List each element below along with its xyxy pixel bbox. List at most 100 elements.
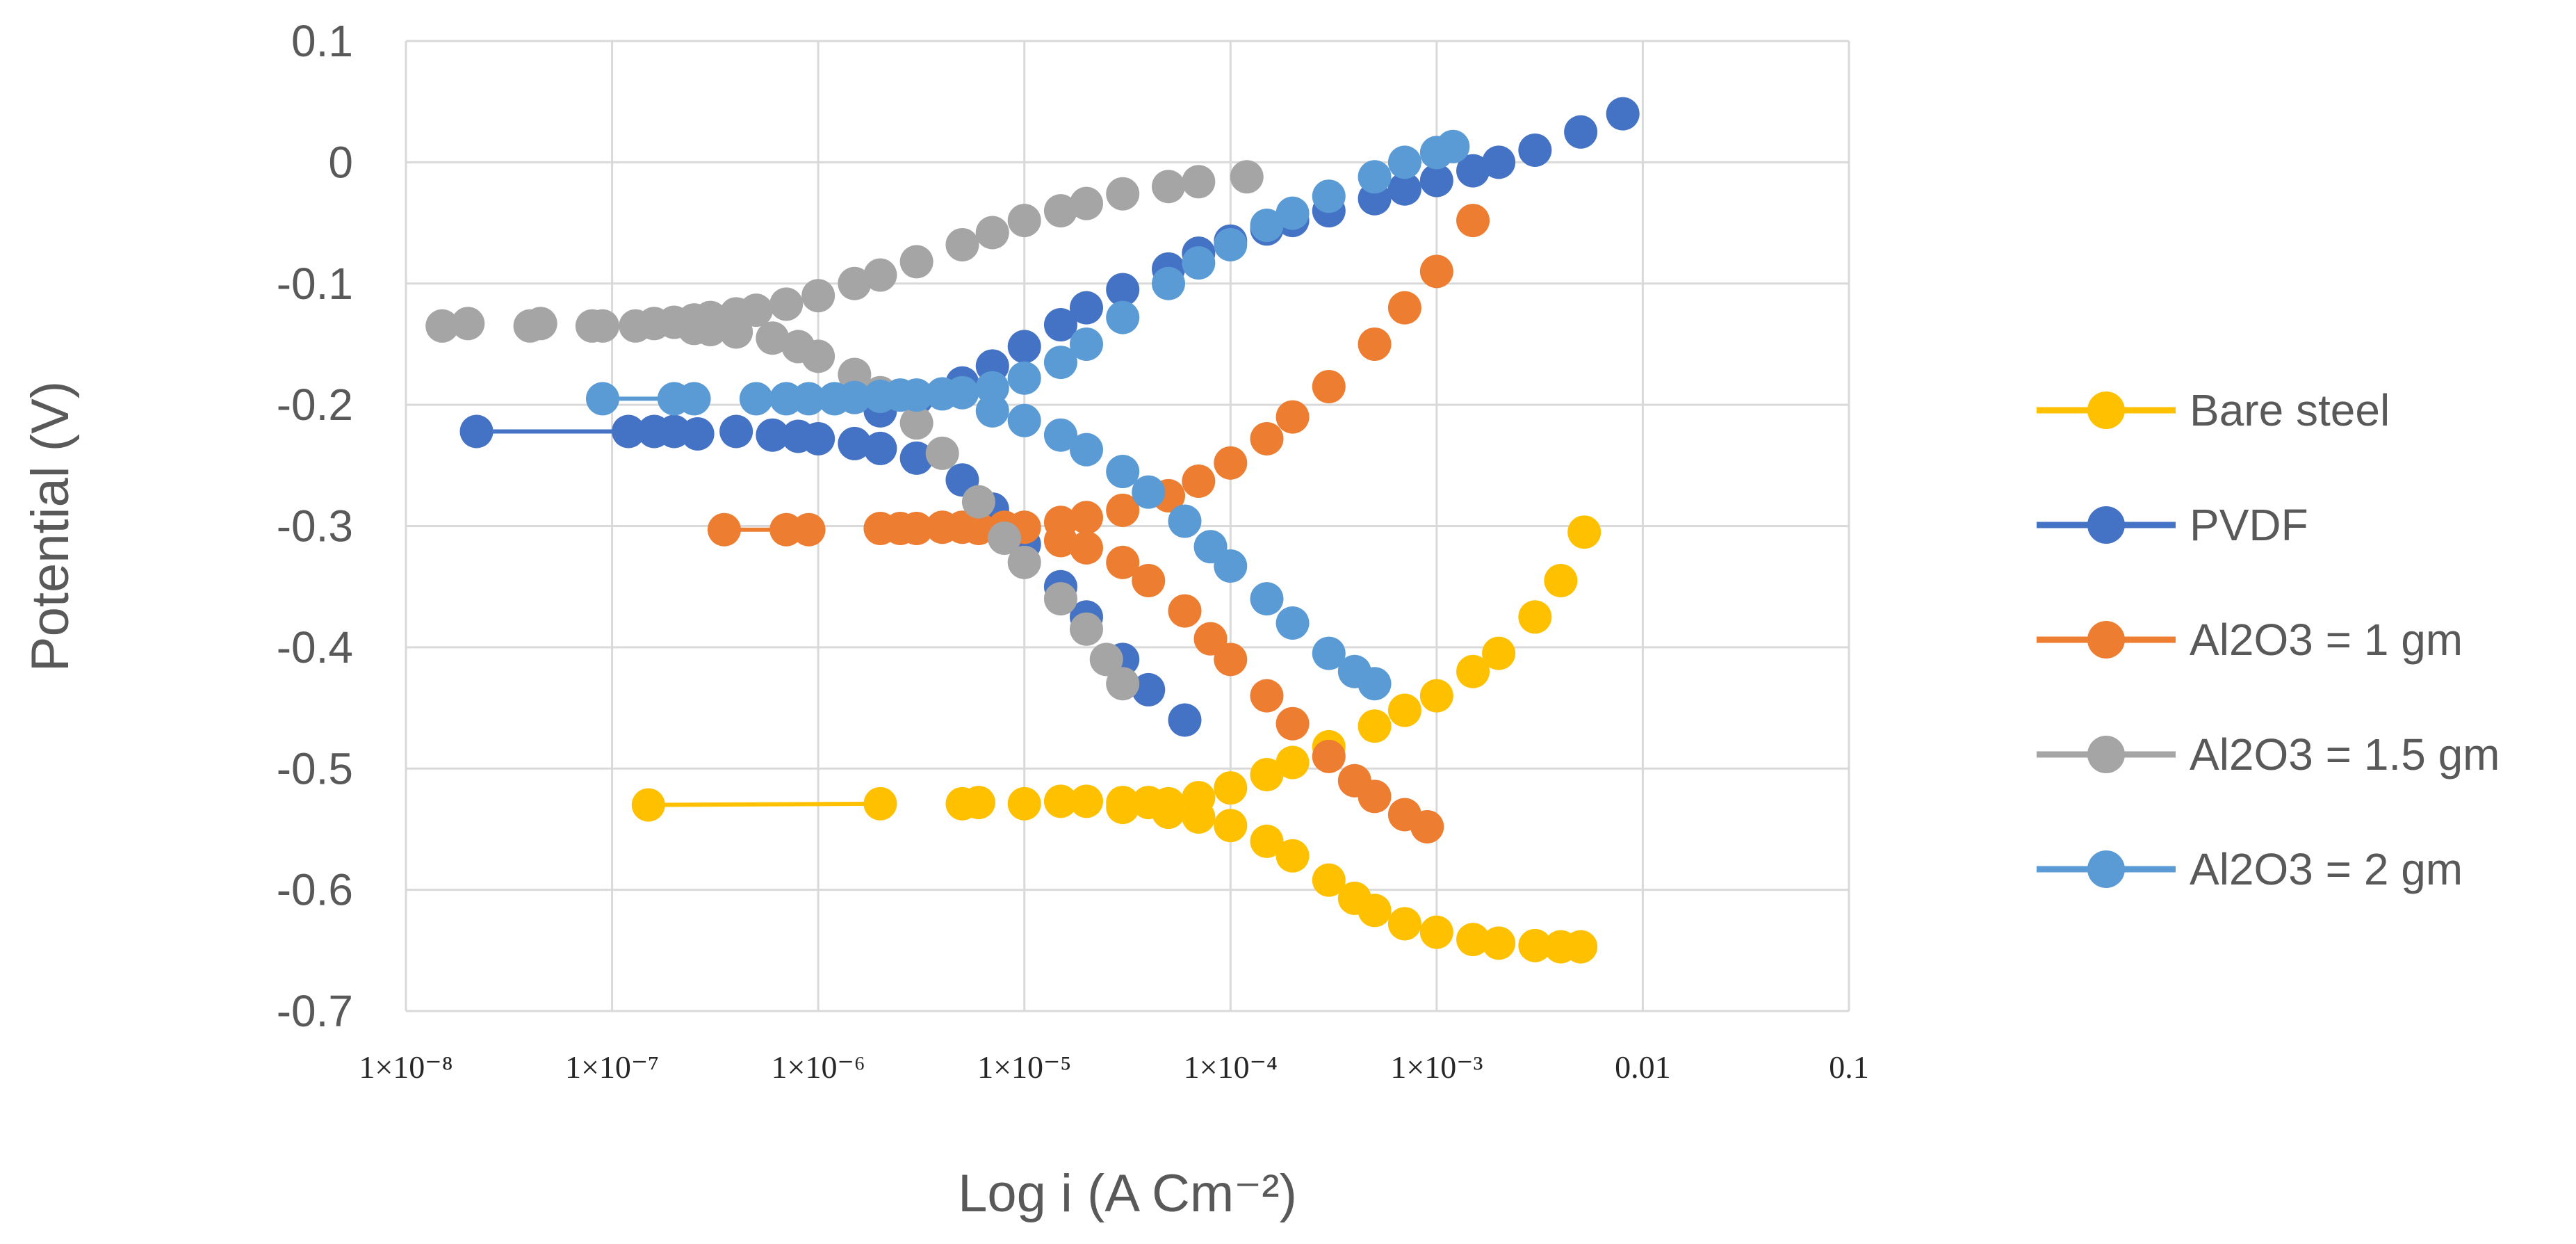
data-point [1182,246,1216,280]
data-point [1043,308,1077,342]
data-point [899,441,934,475]
data-point [975,216,1009,250]
data-point [1456,654,1490,688]
legend-marker [2087,506,2125,544]
data-point [1275,196,1310,230]
data-point [792,512,826,547]
data-point [1007,330,1041,364]
data-point [1043,346,1077,380]
data-point [1564,930,1598,964]
series-al2o3-1-5-gm [425,160,1264,701]
data-point [987,521,1021,555]
data-point [1069,186,1103,220]
data-point [1182,165,1216,199]
legend-entry: PVDF [2037,500,2308,550]
data-point [838,357,872,391]
legend-label: PVDF [2190,500,2308,550]
legend-entry: Bare steel [2037,385,2390,435]
x-axis-title: Log i (A Cm⁻²) [958,1164,1297,1223]
data-point [1358,667,1392,701]
y-tick-label: -0.4 [277,622,353,672]
data-point [925,436,959,470]
data-point [1312,636,1346,670]
series-connector [441,321,468,328]
data-point [1007,786,1041,821]
legend-label: Al2O3 = 2 gm [2190,844,2463,894]
data-point [1358,894,1392,928]
data-point [1106,300,1140,334]
data-point [1182,800,1216,834]
data-point [1436,129,1470,163]
data-point [1387,907,1421,941]
data-point [1106,493,1140,527]
y-tick-label: -0.3 [277,501,353,551]
x-tick-label: 1×10⁻⁶ [772,1049,865,1085]
data-point [1132,563,1166,597]
data-point [769,287,804,321]
data-point [975,394,1009,428]
data-point [1250,421,1284,455]
data-point [1275,706,1310,741]
data-point [1007,545,1041,579]
data-point [1250,582,1284,616]
data-point [1069,327,1103,361]
x-tick-label: 0.01 [1615,1049,1671,1085]
series-bare-steel [631,515,1601,964]
legend-label: Al2O3 = 1.5 gm [2190,729,2500,779]
data-point [1419,679,1453,713]
data-point [1544,563,1578,597]
data-point [1387,693,1421,727]
legend-label: Bare steel [2190,385,2390,435]
data-point [1106,273,1140,307]
data-point [1250,679,1284,713]
data-point [1193,622,1228,656]
data-point [838,266,872,300]
data-point [1312,739,1346,773]
data-point [1043,582,1077,616]
data-point [1567,515,1601,549]
data-point [1482,926,1516,960]
data-point [1214,771,1248,805]
data-point [1069,784,1103,818]
data-point [1387,291,1421,325]
axes: 0.1 0 -0.1 -0.2 -0.3 -0.4 -0.5 -0.6 -0.71×10⁻⁸ 1×… [277,16,1869,1085]
data-point [1214,227,1248,261]
data-point [1168,504,1202,538]
data-point [1250,209,1284,243]
data-point [719,315,753,349]
y-axis-title: Potential (V) [21,381,80,672]
data-point [1106,667,1140,701]
data-point [1043,784,1077,818]
data-point [1358,779,1392,814]
data-point [1132,475,1166,509]
x-tick-label: 1×10⁻⁸ [359,1049,453,1085]
data-point [1456,154,1490,188]
data-point [1275,400,1310,434]
data-point [1043,418,1077,452]
data-point [739,382,773,416]
data-point [694,313,728,347]
data-point [1106,791,1140,825]
data-point [1168,703,1202,737]
data-point [523,307,557,341]
y-tick-label: -0.7 [277,986,353,1036]
data-point [863,431,897,465]
data-point [1456,923,1490,957]
x-tick-label: 1×10⁻⁷ [565,1049,659,1085]
legend-entry: Al2O3 = 1 gm [2037,615,2463,665]
data-point [1069,501,1103,535]
data-point [1312,369,1346,403]
y-tick-label: -0.1 [277,259,353,309]
data-point [1152,170,1186,204]
legend-marker [2087,621,2125,659]
data-point [1069,612,1103,646]
data-point [1182,464,1216,498]
data-point [863,258,897,292]
data-point [1152,266,1186,300]
data-point [1069,433,1103,467]
data-point [1069,531,1103,565]
data-point [899,245,934,279]
x-tick-label: 1×10⁻⁴ [1184,1049,1278,1085]
data-point [1250,824,1284,858]
data-point [1606,97,1640,131]
